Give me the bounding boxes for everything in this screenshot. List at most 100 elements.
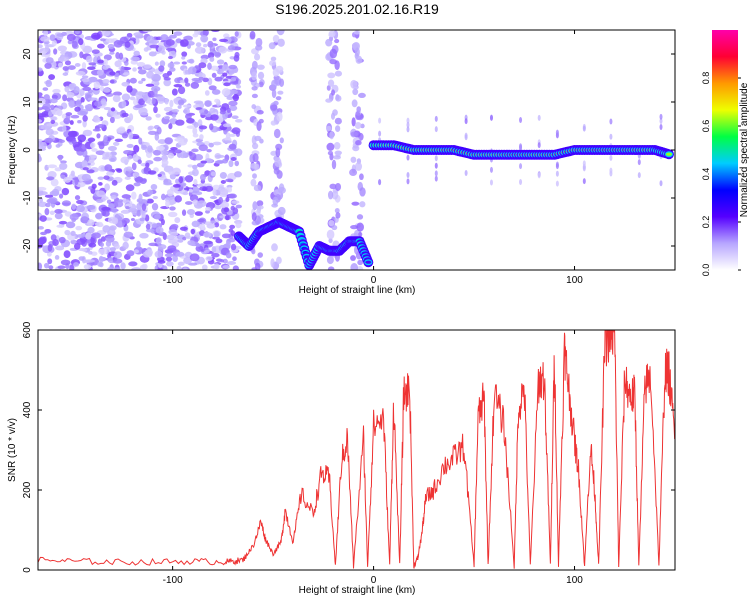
noise-blob [120,262,126,270]
noise-blob [48,74,56,80]
noise-blob [92,128,101,132]
signal-core [665,152,672,156]
noise-blob [229,80,239,85]
colorbar-gradient [712,30,738,270]
noise-blob [131,267,142,270]
noise-blob [223,207,230,213]
noise-blob [77,134,87,143]
noise-blob [231,127,241,135]
noise-blob [234,31,239,37]
noise-blob [164,116,171,120]
noise-blob [165,111,174,116]
noise-blob [104,164,113,172]
noise-blob [133,32,144,37]
noise-blob [125,184,135,192]
noise-blob [98,255,104,263]
noise-blob [125,205,130,210]
noise-blob [182,267,188,270]
noise-blob [203,240,213,245]
noise-blob [155,113,161,118]
noise-blob [168,170,174,175]
streak-blob [331,190,339,200]
noise-blob [45,57,54,64]
noise-blob [231,200,240,204]
streak-blob [350,79,358,89]
noise-blob [38,141,44,148]
noise-blob [164,253,175,258]
noise-blob [82,129,93,137]
streak-blob [275,96,282,101]
noise-blob [112,114,122,119]
spectrogram-ytick-label: -10 [22,190,33,205]
noise-blob [192,127,198,135]
noise-blob [109,51,115,55]
noise-blob [148,51,157,57]
noise-blob [64,229,71,236]
noise-blob [149,44,160,49]
noise-blob [173,183,181,188]
streak-blob [254,163,260,171]
noise-blob [120,156,130,164]
noise-blob [222,123,231,128]
noise-blob [219,224,227,230]
noise-blob [219,171,227,179]
noise-blob [181,56,186,60]
noise-blob [128,113,134,121]
streak-blob [355,139,362,146]
noise-blob [153,156,162,162]
noise-blob [63,250,71,259]
colorbar-tick-label: 0.2 [701,216,711,229]
noise-blob [52,88,61,94]
noise-blob [82,167,89,171]
noise-blob [228,228,234,233]
noise-blob [146,198,154,204]
noise-blob [177,239,184,243]
noise-blob [175,178,180,185]
noise-blob [157,260,166,264]
noise-blob [102,87,111,93]
noise-blob [187,240,195,246]
noise-blob [230,157,237,161]
noise-blob [209,56,215,62]
streak-blob [251,212,257,222]
noise-blob [154,133,160,141]
noise-blob [139,264,147,270]
noise-blob [206,148,212,153]
noise-blob [167,245,177,252]
noise-blob [121,133,128,139]
noise-blob [89,142,96,149]
noise-blob [154,214,161,220]
noise-blob [190,81,200,89]
snr-ylabel: SNR (10 * v/v) [7,418,18,482]
noise-blob [98,248,108,255]
noise-blob [171,108,180,113]
noise-blob [211,72,217,78]
spike-blob [434,162,438,169]
noise-blob [64,211,72,217]
streak-blob [278,186,286,194]
noise-blob [140,112,149,116]
noise-blob [83,264,92,270]
noise-blob [214,76,223,82]
noise-blob [96,190,106,198]
noise-blob [133,144,140,153]
noise-blob [50,178,59,187]
streak-blob [325,98,333,103]
spike-blob [659,180,663,187]
noise-blob [100,38,106,42]
noise-blob [68,83,75,89]
noise-blob [38,154,42,162]
noise-blob [88,250,93,255]
noise-blob [152,195,158,200]
noise-blob [161,159,169,166]
noise-blob [101,30,111,37]
noise-blob [64,85,70,93]
noise-blob [48,265,54,270]
noise-blob [141,77,146,82]
noise-blob [67,130,78,138]
streak-blob [350,156,357,163]
noise-blob [74,30,81,35]
noise-blob [45,79,52,88]
noise-blob [209,123,214,131]
noise-blob [96,133,101,139]
